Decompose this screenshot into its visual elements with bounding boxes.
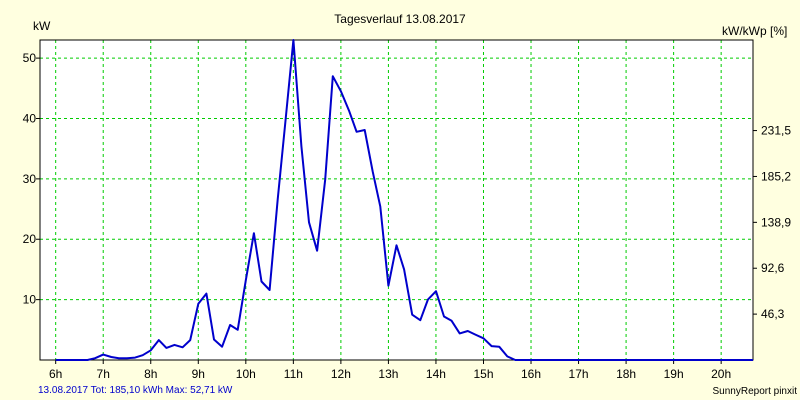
x-tick-label: 15h — [473, 367, 493, 381]
y-tick-label-right: 46,3 — [761, 307, 785, 321]
y-tick-label-right: 185,2 — [761, 169, 791, 183]
y-tick-label-right: 138,9 — [761, 215, 791, 229]
y-tick-label-left: 10 — [23, 293, 37, 307]
y-tick-label-left: 40 — [23, 111, 37, 125]
x-tick-label: 8h — [144, 367, 157, 381]
series-layer — [55, 39, 753, 361]
plot-frame — [39, 39, 754, 361]
y-tick-label-right: 231,5 — [761, 124, 791, 138]
plot-area — [40, 40, 753, 360]
x-tick-label: 14h — [426, 367, 446, 381]
x-tick-label: 19h — [664, 367, 684, 381]
footer-credit: SunnyReport pinxit — [713, 386, 798, 397]
y-tick-label-left: 50 — [23, 51, 37, 65]
y-axis-right-label: kW/kWp [%] — [722, 24, 787, 38]
chart-title: Tagesverlauf 13.08.2017 — [334, 12, 466, 26]
y-tick-label-left: 30 — [23, 172, 37, 186]
y-tick-label-right: 92,6 — [761, 261, 785, 275]
x-tick-label: 10h — [236, 367, 256, 381]
x-tick-label: 9h — [192, 367, 205, 381]
x-tick-label: 12h — [331, 367, 351, 381]
y-tick-label-left: 20 — [23, 232, 37, 246]
x-tick-label: 6h — [49, 367, 62, 381]
x-tick-label: 16h — [521, 367, 541, 381]
x-tick-label: 20h — [711, 367, 731, 381]
axis-ticks: 6h 7h 8h 9h 10h 11h 12h 13h 14h 15h 16h 17h 18h 19h 20… — [23, 51, 792, 381]
footer-summary: 13.08.2017 Tot: 185,10 kWh Max: 52,71 kW — [38, 385, 233, 396]
x-tick-label: 7h — [97, 367, 110, 381]
x-tick-label: 17h — [569, 367, 589, 381]
x-tick-label: 11h — [284, 367, 303, 381]
x-tick-label: 18h — [616, 367, 636, 381]
x-tick-label: 13h — [378, 367, 398, 381]
series-line — [55, 39, 753, 361]
y-axis-left-label: kW — [33, 19, 51, 33]
